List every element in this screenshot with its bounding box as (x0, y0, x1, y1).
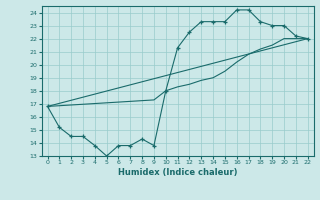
X-axis label: Humidex (Indice chaleur): Humidex (Indice chaleur) (118, 168, 237, 177)
